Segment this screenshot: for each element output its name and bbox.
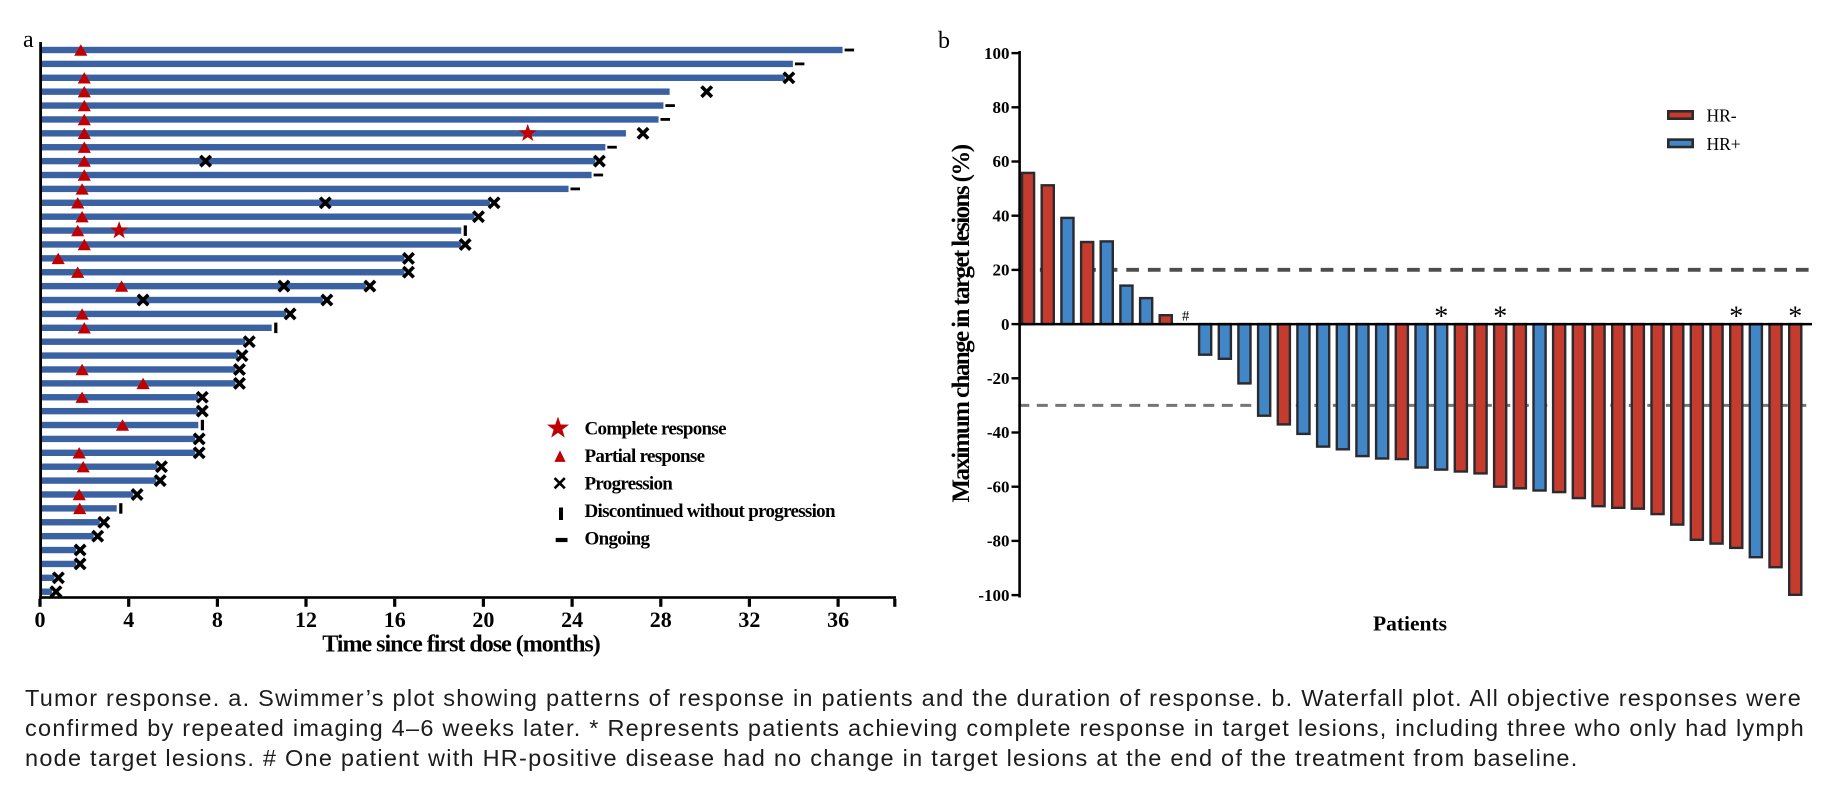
svg-text:a: a: [23, 27, 34, 53]
svg-text:Complete response: Complete response: [585, 418, 727, 439]
svg-text:32: 32: [738, 607, 760, 632]
svg-text:20: 20: [472, 607, 494, 632]
svg-text:#: #: [1182, 309, 1189, 325]
svg-text:60: 60: [993, 152, 1010, 171]
svg-text:-80: -80: [987, 532, 1010, 551]
svg-text:0: 0: [1001, 315, 1010, 334]
svg-text:-20: -20: [987, 369, 1010, 388]
svg-text:24: 24: [561, 607, 583, 632]
svg-text:8: 8: [212, 607, 223, 632]
svg-text:80: 80: [993, 98, 1010, 117]
svg-text:Progression: Progression: [585, 473, 674, 494]
svg-text:4: 4: [123, 607, 134, 632]
svg-text:Partial response: Partial response: [585, 446, 705, 467]
svg-text:Time since first dose (months): Time since first dose (months): [322, 632, 600, 658]
svg-text:12: 12: [295, 607, 317, 632]
svg-text:20: 20: [993, 261, 1010, 280]
svg-text:HR-: HR-: [1707, 106, 1737, 126]
svg-text:16: 16: [384, 607, 406, 632]
svg-text:100: 100: [984, 44, 1010, 63]
svg-text:-100: -100: [978, 586, 1009, 605]
svg-text:-40: -40: [987, 423, 1010, 442]
svg-text:Discontinued without progressi: Discontinued without progression: [585, 501, 836, 522]
svg-text:40: 40: [993, 206, 1010, 225]
svg-text:0: 0: [35, 607, 46, 632]
svg-text:Ongoing: Ongoing: [585, 528, 651, 549]
svg-text:*: *: [1788, 302, 1802, 333]
svg-text:28: 28: [650, 607, 672, 632]
svg-text:Maximum change in target lesio: Maximum change in target lesions (%): [948, 144, 975, 502]
svg-text:*: *: [1493, 302, 1507, 333]
svg-text:*: *: [1729, 302, 1743, 333]
svg-text:b: b: [938, 28, 950, 54]
svg-text:HR+: HR+: [1707, 134, 1741, 154]
svg-text:*: *: [1434, 302, 1448, 333]
svg-text:36: 36: [827, 607, 849, 632]
svg-text:-60: -60: [987, 477, 1010, 496]
svg-text:Patients: Patients: [1373, 612, 1447, 636]
